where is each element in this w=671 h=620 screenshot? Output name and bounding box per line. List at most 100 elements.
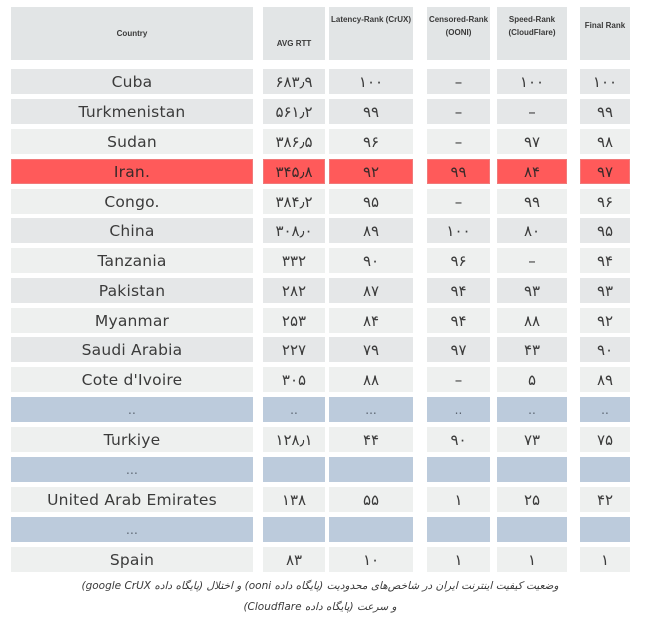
cell-speed-rank: ۸۴ bbox=[497, 159, 567, 184]
cell-avg-rtt: ۳۰۸٫۰ bbox=[263, 218, 325, 243]
cell-final-rank: ۱۰۰ bbox=[580, 69, 630, 94]
header-censored-rank: Censored-Rank (OONI) bbox=[427, 7, 490, 60]
cell-final-rank: ۷۵ bbox=[580, 427, 630, 452]
cell-country: ... bbox=[11, 457, 253, 482]
cell-latency-rank: ۷۹ bbox=[329, 337, 413, 362]
cell-country: Pakistan bbox=[11, 278, 253, 303]
cell-speed-rank bbox=[497, 457, 567, 482]
cell-censored-rank: ۱۰۰ bbox=[427, 218, 490, 243]
cell-country: Turkiye bbox=[11, 427, 253, 452]
cell-final-rank: .. bbox=[580, 397, 630, 422]
cell-final-rank bbox=[580, 457, 630, 482]
table-separator-row: ............. bbox=[0, 397, 671, 422]
cell-avg-rtt: .. bbox=[263, 397, 325, 422]
cell-censored-rank: – bbox=[427, 99, 490, 124]
cell-censored-rank: ۹۰ bbox=[427, 427, 490, 452]
cell-final-rank: ۱ bbox=[580, 547, 630, 572]
cell-country: Sudan bbox=[11, 129, 253, 154]
table-row: Saudi Arabia ۲۲۷ ۷۹ ۹۷ ۴۳ ۹۰ bbox=[0, 337, 671, 362]
cell-country: Turkmenistan bbox=[11, 99, 253, 124]
cell-speed-rank: ۹۳ bbox=[497, 278, 567, 303]
table-separator-row: ... bbox=[0, 457, 671, 482]
cell-speed-rank: – bbox=[497, 99, 567, 124]
cell-censored-rank: ۹۴ bbox=[427, 278, 490, 303]
cell-latency-rank: ۱۰ bbox=[329, 547, 413, 572]
cell-censored-rank: ۱ bbox=[427, 547, 490, 572]
cell-latency-rank: ۹۵ bbox=[329, 189, 413, 214]
cell-censored-rank: – bbox=[427, 189, 490, 214]
cell-censored-rank: – bbox=[427, 367, 490, 392]
cell-censored-rank: – bbox=[427, 129, 490, 154]
caption-line-1: وضعیت کیفیت اینترنت ایران در شاخص‌های مح… bbox=[81, 580, 559, 592]
cell-speed-rank: ۹۷ bbox=[497, 129, 567, 154]
table-row: Congo. ۳۸۴٫۲ ۹۵–۹۹ ۹۶ bbox=[0, 189, 671, 214]
table-row: United Arab Emirates ۱۳۸ ۵۵ ۱ ۲۵ ۴۲ bbox=[0, 487, 671, 512]
cell-latency-rank: ۸۸ bbox=[329, 367, 413, 392]
cell-avg-rtt: ۲۲۷ bbox=[263, 337, 325, 362]
cell-latency-rank bbox=[329, 517, 413, 542]
cell-country: United Arab Emirates bbox=[11, 487, 253, 512]
table-row: Turkiye ۱۲۸٫۱ ۴۴ ۹۰ ۷۳ ۷۵ bbox=[0, 427, 671, 452]
table-row: Turkmenistan ۵۶۱٫۲ ۹۹– –۹۹ bbox=[0, 99, 671, 124]
cell-speed-rank: ۴۳ bbox=[497, 337, 567, 362]
table-header: Country AVG RTT Latency-Rank (CrUX) Cens… bbox=[0, 7, 671, 60]
cell-censored-rank: ۹۹ bbox=[427, 159, 490, 184]
cell-latency-rank: ۸۹ bbox=[329, 218, 413, 243]
cell-avg-rtt: ۳۸۶٫۵ bbox=[263, 129, 325, 154]
cell-speed-rank: ۸۰ bbox=[497, 218, 567, 243]
table-row: Sudan ۳۸۶٫۵ ۹۶–۹۷ ۹۸ bbox=[0, 129, 671, 154]
cell-final-rank: ۸۹ bbox=[580, 367, 630, 392]
cell-latency-rank bbox=[329, 457, 413, 482]
cell-avg-rtt: ۱۳۸ bbox=[263, 487, 325, 512]
cell-avg-rtt: ۲۸۲ bbox=[263, 278, 325, 303]
cell-final-rank: ۹۲ bbox=[580, 308, 630, 333]
table-row: Pakistan ۲۸۲ ۸۷ ۹۴ ۹۳ ۹۳ bbox=[0, 278, 671, 303]
cell-final-rank: ۹۸ bbox=[580, 129, 630, 154]
table-row: Tanzania ۳۳۲ ۹۰ ۹۶–۹۴ bbox=[0, 248, 671, 273]
cell-latency-rank: ۹۲ bbox=[329, 159, 413, 184]
cell-censored-rank bbox=[427, 517, 490, 542]
table-row: Myanmar ۲۵۳ ۸۴ ۹۴ ۸۸ ۹۲ bbox=[0, 308, 671, 333]
cell-latency-rank: ۹۶ bbox=[329, 129, 413, 154]
cell-country: Cote d'Ivoire bbox=[11, 367, 253, 392]
cell-final-rank: ۹۳ bbox=[580, 278, 630, 303]
cell-censored-rank: .. bbox=[427, 397, 490, 422]
cell-speed-rank: ۱۰۰ bbox=[497, 69, 567, 94]
cell-final-rank: ۹۰ bbox=[580, 337, 630, 362]
cell-final-rank bbox=[580, 517, 630, 542]
cell-censored-rank bbox=[427, 457, 490, 482]
cell-final-rank: ۹۶ bbox=[580, 189, 630, 214]
cell-speed-rank: ۲۵ bbox=[497, 487, 567, 512]
cell-avg-rtt: ۶۸۳٫۹ bbox=[263, 69, 325, 94]
cell-latency-rank: ۵۵ bbox=[329, 487, 413, 512]
cell-speed-rank: ۹۹ bbox=[497, 189, 567, 214]
cell-final-rank: ۹۵ bbox=[580, 218, 630, 243]
cell-final-rank: ۴۲ bbox=[580, 487, 630, 512]
table-row: Spain ۸۳ ۱۰ ۱ ۱ ۱ bbox=[0, 547, 671, 572]
table-row: China ۳۰۸٫۰ ۸۹ ۱۰۰ ۸۰ ۹۵ bbox=[0, 218, 671, 243]
cell-speed-rank bbox=[497, 517, 567, 542]
cell-country: Tanzania bbox=[11, 248, 253, 273]
cell-latency-rank: ... bbox=[329, 397, 413, 422]
table-row: Iran. ۳۴۵٫۸ ۹۲ ۹۹ ۸۴ ۹۷ bbox=[0, 159, 671, 184]
table-separator-row: ... bbox=[0, 517, 671, 542]
cell-final-rank: ۹۷ bbox=[580, 159, 630, 184]
cell-censored-rank: ۹۴ bbox=[427, 308, 490, 333]
cell-speed-rank: ۵ bbox=[497, 367, 567, 392]
cell-latency-rank: ۸۷ bbox=[329, 278, 413, 303]
cell-country: .. bbox=[11, 397, 253, 422]
table-row: Cote d'Ivoire ۳۰۵ ۸۸–۵ ۸۹ bbox=[0, 367, 671, 392]
cell-censored-rank: ۹۷ bbox=[427, 337, 490, 362]
header-latency-rank: Latency-Rank (CrUX) bbox=[329, 7, 413, 60]
cell-country: Myanmar bbox=[11, 308, 253, 333]
table-caption: وضعیت کیفیت اینترنت ایران در شاخص‌های مح… bbox=[40, 576, 600, 618]
header-country: Country bbox=[11, 7, 253, 60]
cell-avg-rtt bbox=[263, 517, 325, 542]
cell-avg-rtt: ۳۸۴٫۲ bbox=[263, 189, 325, 214]
cell-country: ... bbox=[11, 517, 253, 542]
cell-avg-rtt: ۳۴۵٫۸ bbox=[263, 159, 325, 184]
cell-censored-rank: ۱ bbox=[427, 487, 490, 512]
cell-avg-rtt: ۳۰۵ bbox=[263, 367, 325, 392]
cell-country: Spain bbox=[11, 547, 253, 572]
cell-censored-rank: ۹۶ bbox=[427, 248, 490, 273]
